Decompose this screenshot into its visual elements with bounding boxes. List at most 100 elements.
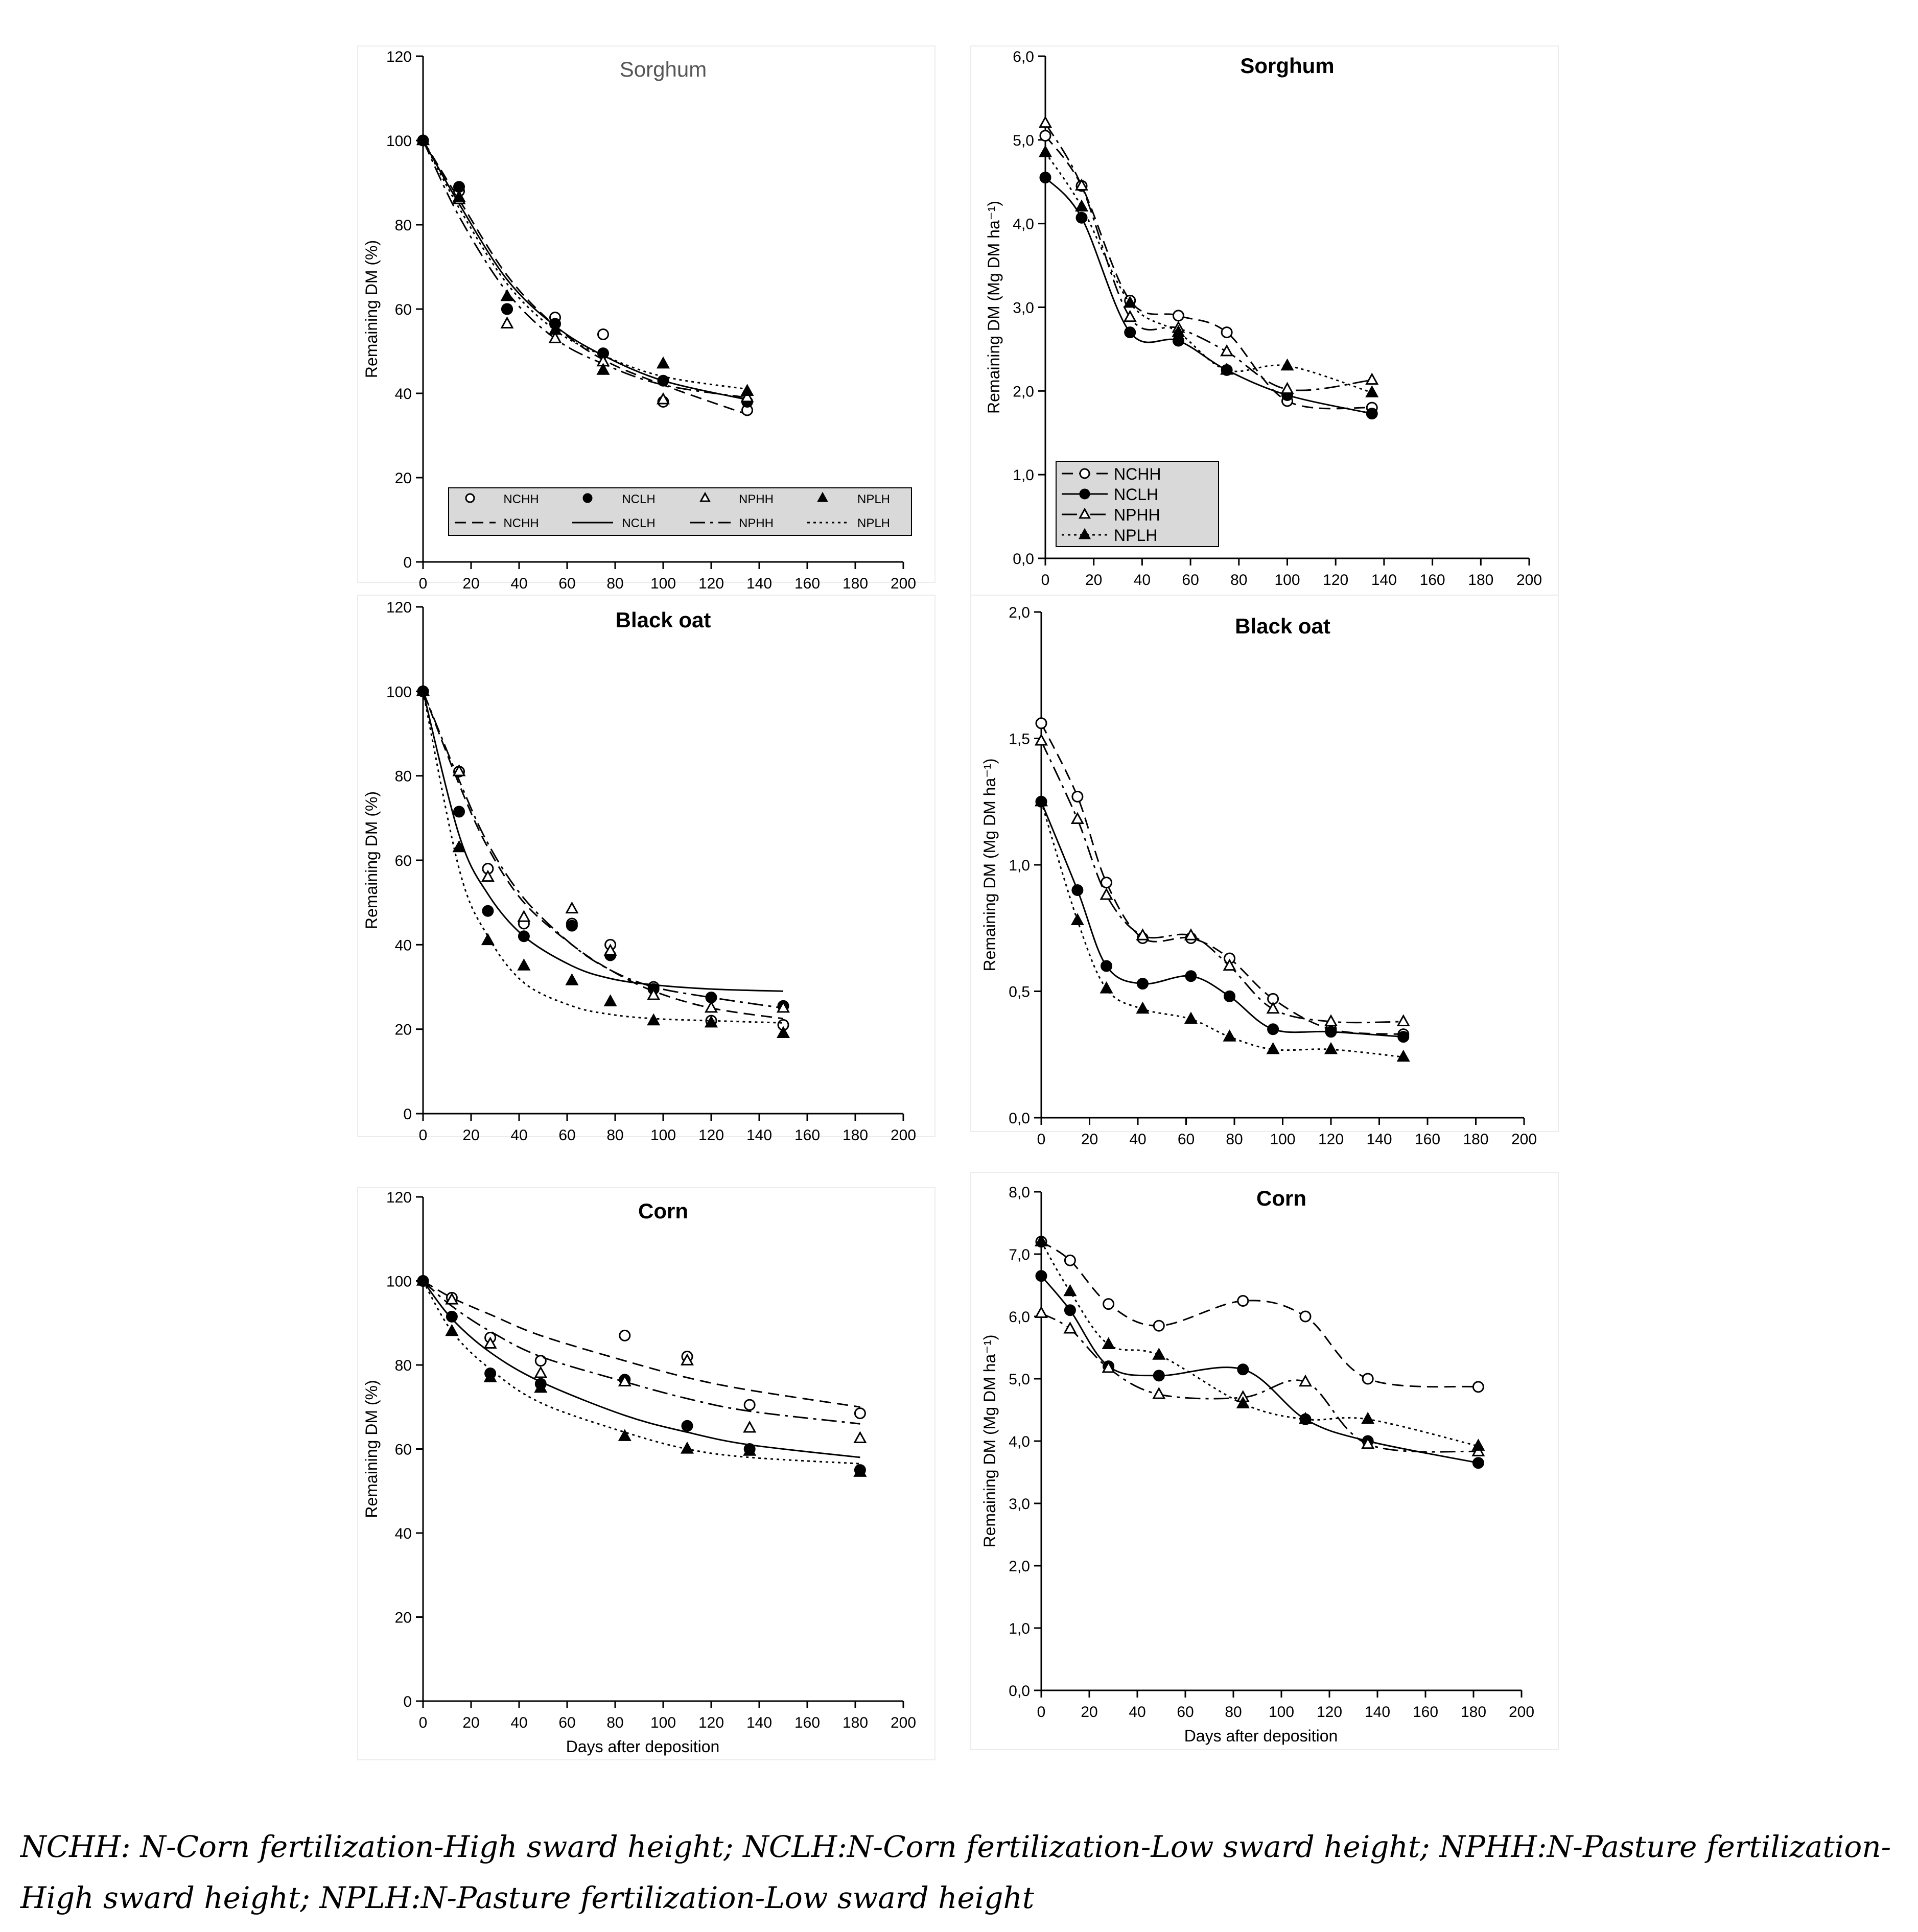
chart-title: Corn [638, 1199, 688, 1223]
legend-label: NPLH [857, 516, 890, 530]
data-point [1124, 326, 1136, 339]
legend-label: NCHH [503, 516, 539, 530]
x-tick-label: 40 [1134, 572, 1151, 588]
data-point [1103, 1298, 1115, 1310]
x-tick-label: 180 [843, 1714, 868, 1731]
data-point [517, 910, 531, 922]
x-tick-label: 80 [1230, 572, 1247, 588]
series-NPLH [416, 684, 790, 1039]
legend-label: NPHH [1114, 506, 1160, 524]
x-tick-label: 20 [462, 1714, 479, 1731]
legend-marker [1079, 528, 1091, 539]
data-point [1101, 960, 1113, 972]
data-point [1071, 884, 1084, 896]
x-tick-label: 100 [1269, 1704, 1294, 1721]
y-tick-label: 4,0 [1009, 1433, 1030, 1450]
x-tick-label: 200 [891, 1714, 916, 1731]
y-tick-label: 0,0 [1009, 1683, 1030, 1700]
legend-label: NCLH [1114, 485, 1158, 504]
series-line [422, 691, 784, 1020]
data-point [1039, 130, 1051, 142]
data-point [1064, 1304, 1076, 1316]
data-point [1101, 877, 1113, 889]
data-point [1152, 1386, 1166, 1399]
x-tick-label: 160 [794, 1127, 820, 1144]
y-tick-label: 0,5 [1009, 984, 1030, 1001]
data-point [680, 1441, 694, 1454]
series-line [422, 691, 784, 1009]
data-point [1063, 1321, 1077, 1334]
data-point [1034, 1234, 1048, 1246]
data-point [1184, 928, 1198, 940]
data-point [1324, 1042, 1338, 1054]
chart-title: Black oat [1235, 614, 1330, 638]
x-tick-label: 200 [1509, 1704, 1534, 1721]
data-point [1237, 1295, 1249, 1307]
data-point [1070, 812, 1084, 824]
data-point [1220, 362, 1234, 375]
chart-sorghum-mg: 0 20 40 60 80 100 120 140 160 180 200 0,0 1,0 2,0 3,0 4… [970, 45, 1559, 624]
data-point [566, 920, 578, 932]
data-point [1298, 1411, 1313, 1424]
x-tick-label: 160 [1420, 572, 1445, 588]
x-tick-label: 140 [746, 1714, 772, 1731]
x-tick-label: 120 [698, 575, 724, 592]
series-line [422, 140, 747, 390]
series-NPLH [1034, 794, 1410, 1062]
series-NPLH [416, 133, 754, 396]
y-axis-label: Remaining DM (Mg DM ha⁻¹) [980, 759, 999, 972]
y-tick-label: 0 [403, 554, 412, 571]
x-tick-label: 140 [1366, 1131, 1392, 1148]
data-point [1266, 1001, 1280, 1014]
chart-background [970, 595, 1559, 1132]
data-point [534, 1380, 548, 1393]
y-tick-label: 100 [386, 1274, 412, 1290]
data-point [853, 1431, 867, 1444]
data-point [452, 840, 466, 853]
y-tick-label: 7,0 [1009, 1246, 1030, 1263]
legend-label: NCHH [1114, 465, 1161, 483]
data-point [740, 384, 754, 396]
x-tick-label: 80 [606, 1714, 623, 1731]
data-point [596, 363, 610, 375]
data-point [1223, 1029, 1236, 1042]
series-line [423, 1280, 860, 1425]
data-point [1153, 1320, 1165, 1332]
y-tick-label: 80 [395, 217, 412, 234]
data-point [1280, 382, 1294, 394]
x-tick-label: 60 [1177, 1704, 1194, 1721]
data-point [1074, 199, 1089, 211]
x-tick-label: 200 [891, 575, 916, 592]
data-point [1224, 990, 1236, 1002]
data-point [1064, 1254, 1076, 1266]
data-point [603, 994, 617, 1007]
legend-label: NPHH [739, 516, 774, 530]
data-point [743, 1399, 756, 1411]
data-point [1362, 1373, 1374, 1385]
chart-background [970, 1172, 1559, 1750]
x-tick-label: 100 [650, 1127, 676, 1144]
series-line [1040, 723, 1404, 1035]
y-tick-label: 20 [395, 470, 412, 487]
data-point [1267, 1023, 1279, 1035]
data-point [618, 1374, 631, 1386]
series-NPHH [1034, 733, 1410, 1026]
data-point [1102, 1337, 1115, 1349]
chart-background [357, 1187, 935, 1760]
y-tick-label: 120 [386, 49, 412, 65]
data-point [704, 1000, 718, 1013]
x-tick-label: 20 [1081, 1704, 1097, 1721]
data-point [1298, 1374, 1313, 1387]
data-point [481, 869, 495, 882]
data-point [1280, 358, 1294, 371]
data-point [1063, 1284, 1077, 1297]
y-tick-label: 3,0 [1013, 300, 1034, 317]
data-point [1074, 178, 1089, 191]
y-tick-label: 100 [386, 133, 412, 150]
chart-background [357, 595, 935, 1137]
x-tick-label: 120 [698, 1714, 724, 1731]
data-point [534, 1365, 548, 1378]
data-point [1220, 344, 1234, 357]
chart-title: Sorghum [1240, 54, 1334, 78]
x-tick-label: 60 [558, 1127, 575, 1144]
